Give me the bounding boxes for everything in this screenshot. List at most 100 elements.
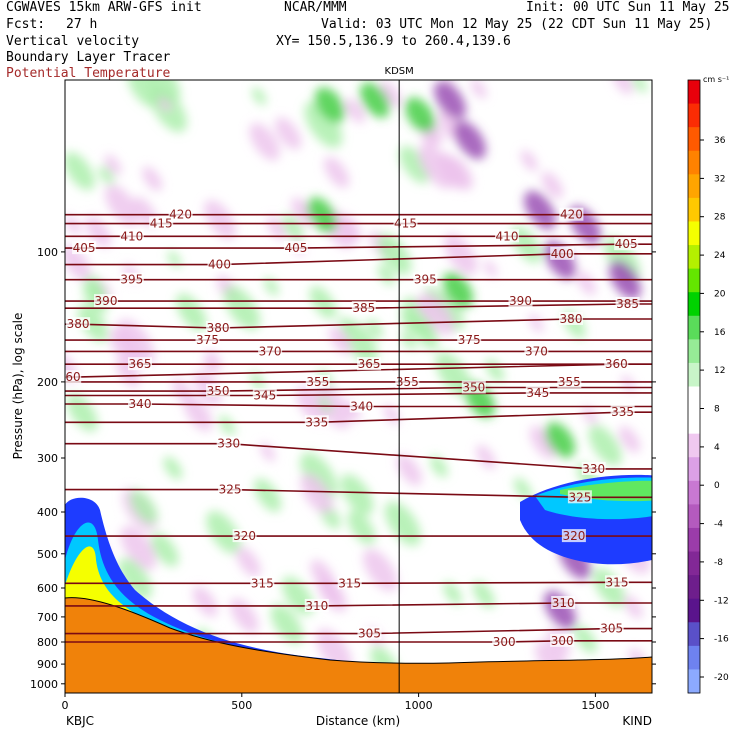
theta-contour-340 [65, 403, 652, 408]
colorbar-swatch [688, 221, 700, 246]
colorbar-tick-label: 24 [714, 251, 726, 261]
updraft-blob [430, 455, 448, 478]
theta-label: 310 [552, 596, 575, 610]
colorbar-units: cm s⁻¹ [703, 75, 729, 84]
updraft-blob [251, 87, 267, 106]
downdraft-blob [65, 214, 81, 235]
downdraft-blob [105, 184, 139, 226]
theta-label: 340 [129, 397, 152, 411]
theta-label-bg [508, 294, 533, 308]
colorbar-tick-label: -16 [714, 635, 729, 645]
colorbar-tick-label: 20 [714, 289, 726, 299]
colorbar-swatch [688, 268, 700, 293]
colorbar-swatch [688, 645, 700, 670]
colorbar: 36 32 28 24 20 16 12 8 4 0 -4 -8 -12 -16 -20 [687, 79, 729, 694]
updraft-blob [77, 304, 109, 342]
theta-label-bg [232, 529, 257, 543]
colorbar-swatch [688, 362, 700, 387]
colorbar-swatch [688, 174, 700, 199]
y-tick-label: 1000 [30, 678, 58, 691]
updraft-blob [282, 214, 304, 241]
theta-label-bg [304, 598, 329, 612]
theta-label-bg [258, 344, 283, 358]
strong-downdraft-blob [434, 80, 466, 120]
updraft-blob [206, 510, 242, 554]
downdraft-blob [117, 319, 155, 366]
updraft-blob [304, 101, 343, 148]
colorbar-swatch [688, 504, 700, 529]
theta-label-bg [149, 216, 174, 230]
theta-contour-325 [65, 488, 652, 499]
updraft-blob [377, 233, 412, 275]
updraft-blob [513, 477, 532, 501]
colorbar-tick-label: 32 [714, 174, 725, 184]
downdraft-blob [576, 271, 596, 296]
downdraft-blob [396, 454, 422, 486]
y-tick-label: 500 [37, 548, 58, 561]
theta-label: 375 [458, 333, 481, 347]
downdraft-blob [204, 200, 236, 240]
theta-label-bg [413, 272, 438, 286]
theta-label: 365 [129, 357, 152, 371]
theta-label: 315 [606, 575, 629, 589]
x-tick-label: 0 [62, 699, 69, 712]
colorbar-tick-label: 12 [714, 366, 725, 376]
theta-label: 415 [150, 217, 173, 231]
downdraft-blob [120, 525, 157, 571]
theta-label: 310 [305, 599, 328, 613]
theta-label-bg [283, 241, 308, 255]
theta-label-bg [206, 384, 231, 398]
downdraft-blob [363, 548, 398, 592]
downdraft-blob [476, 444, 496, 470]
updraft-blob [384, 501, 421, 546]
downdraft-blob [324, 156, 350, 188]
colorbar-swatch [688, 527, 700, 553]
y-axis-label: Pressure (hPa), log scale [11, 313, 25, 460]
theta-label-bg [457, 333, 482, 347]
y-tick-label: 100 [37, 246, 58, 259]
left-endpoint-label: KBJC [66, 714, 94, 728]
x-tick-label: 1000 [405, 699, 433, 712]
station-marker-label: KDSM [385, 66, 414, 77]
downdraft-blob [259, 442, 276, 462]
forecast-hour: 27 h [66, 17, 98, 32]
downdraft-blob [344, 98, 366, 124]
theta-label: 370 [259, 344, 282, 358]
colorbar-swatch [688, 622, 700, 647]
theta-label: 385 [616, 297, 639, 311]
colorbar-tick-label: -8 [714, 558, 723, 568]
init-time: Init: 00 UTC Sun 11 May 25 [526, 0, 730, 15]
colorbar-swatch [688, 127, 700, 152]
downdraft-blob [612, 80, 634, 94]
y-tick-label: 900 [37, 658, 58, 671]
theta-label: 365 [358, 357, 381, 371]
field-vertical-velocity: Vertical velocity [6, 34, 140, 49]
theta-label-bg [610, 405, 635, 419]
theta-label-bg [304, 415, 329, 429]
theta-label: 345 [253, 389, 276, 403]
theta-label: 360 [605, 357, 628, 371]
y-tick-label: 300 [37, 452, 58, 465]
downdraft-blob [291, 197, 315, 226]
theta-label-bg [495, 229, 519, 243]
theta-contour-310 [65, 602, 652, 607]
colorbar-swatch [688, 598, 700, 623]
theta-label: 380 [67, 317, 90, 331]
colorbar-swatch [688, 410, 700, 435]
updraft-blob [127, 80, 160, 108]
updraft-blob [263, 277, 279, 296]
theta-label: 350 [462, 381, 485, 395]
theta-label: 410 [120, 229, 143, 243]
theta-label: 405 [284, 241, 307, 255]
theta-label: 380 [560, 312, 583, 326]
theta-contour-300 [65, 640, 652, 643]
colorbar-tick-label: -12 [714, 596, 729, 606]
strong-downdraft-blob [454, 120, 486, 160]
theta-label: 420 [560, 208, 583, 222]
field-boundary-layer-tracer: Boundary Layer Tracer [6, 50, 171, 65]
updraft-blob [413, 319, 439, 350]
theta-label-bg [492, 635, 517, 648]
theta-label-bg [250, 576, 275, 590]
updraft-blob [98, 165, 115, 185]
downdraft-blob [582, 406, 598, 425]
